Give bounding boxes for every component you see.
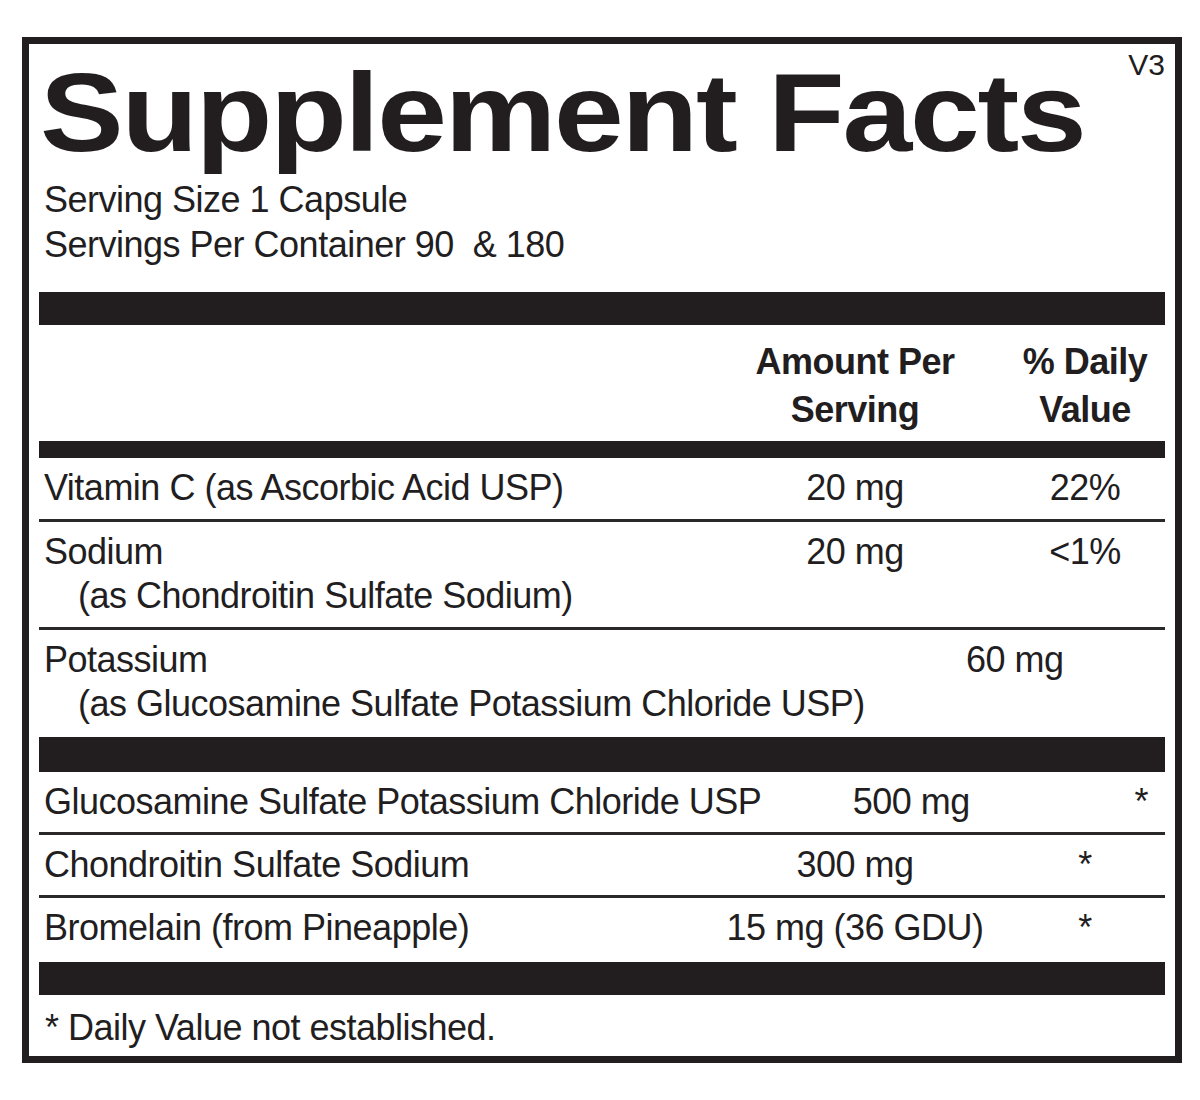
serving-info-block: Serving Size 1 Capsule Servings Per Cont… [44,177,1165,267]
divider-bar-middle [39,737,1165,772]
nutrient-row-sodium: Sodium (as Chondroitin Sulfate Sodium) 2… [39,522,1165,630]
nutrient-dv: <1% [1005,530,1165,574]
nutrient-subname: (as Chondroitin Sulfate Sodium) [44,574,705,618]
column-header-amount: Amount Per Serving [705,338,1005,434]
divider-bar-bottom [39,962,1165,995]
ingredient-row-chondroitin: Chondroitin Sulfate Sodium 300 mg * [39,835,1165,898]
column-header-dv-line1: % Daily [1005,338,1165,386]
nutrient-name: Vitamin C (as Ascorbic Acid USP) [39,466,705,510]
ingredient-amount: 500 mg [761,780,1061,824]
ingredient-row-bromelain: Bromelain (from Pineapple) 15 mg (36 GDU… [39,898,1165,962]
nutrient-row-vitamin-c: Vitamin C (as Ascorbic Acid USP) 20 mg 2… [39,458,1165,522]
ingredient-name: Chondroitin Sulfate Sodium [39,843,705,887]
servings-per-container-line: Servings Per Container 90 & 180 [44,222,1165,267]
nutrient-name: Potassium [44,638,865,682]
column-header-amount-line1: Amount Per [705,338,1005,386]
supplement-facts-title: Supplement Facts [40,57,1200,169]
ingredient-dv: * [1005,843,1165,887]
ingredient-name: Bromelain (from Pineapple) [39,906,705,950]
nutrient-amount: 60 mg [865,638,1165,682]
supplement-facts-panel: V3 Supplement Facts Serving Size 1 Capsu… [22,37,1182,1063]
nutrient-amount: 20 mg [705,530,1005,574]
ingredient-amount: 15 mg (36 GDU) [705,906,1005,950]
ingredient-dv: * [1061,780,1200,824]
nutrient-row-potassium: Potassium (as Glucosamine Sulfate Potass… [39,630,1165,737]
nutrient-dv: 1% [1165,638,1200,682]
column-header-amount-line2: Serving [705,386,1005,434]
daily-value-footnote: * Daily Value not established. [39,995,1165,1050]
divider-bar-under-headers [39,441,1165,458]
nutrient-dv: 22% [1005,466,1165,510]
ingredient-dv: * [1005,906,1165,950]
ingredient-row-glucosamine: Glucosamine Sulfate Potassium Chloride U… [39,772,1165,835]
column-header-dv-line2: Value [1005,386,1165,434]
nutrient-amount: 20 mg [705,466,1005,510]
nutrient-name-block: Potassium (as Glucosamine Sulfate Potass… [39,638,865,726]
column-header-dv: % Daily Value [1005,338,1165,434]
divider-bar-top [39,292,1165,325]
nutrient-name-block: Sodium (as Chondroitin Sulfate Sodium) [39,530,705,618]
supplement-label-page: V3 Supplement Facts Serving Size 1 Capsu… [0,0,1200,1100]
nutrient-name: Sodium [44,530,705,574]
ingredient-name: Glucosamine Sulfate Potassium Chloride U… [39,780,761,824]
nutrient-subname: (as Glucosamine Sulfate Potassium Chlori… [44,682,865,726]
ingredient-amount: 300 mg [705,843,1005,887]
column-header-row: Amount Per Serving % Daily Value [39,325,1165,441]
serving-size-line: Serving Size 1 Capsule [44,177,1165,222]
